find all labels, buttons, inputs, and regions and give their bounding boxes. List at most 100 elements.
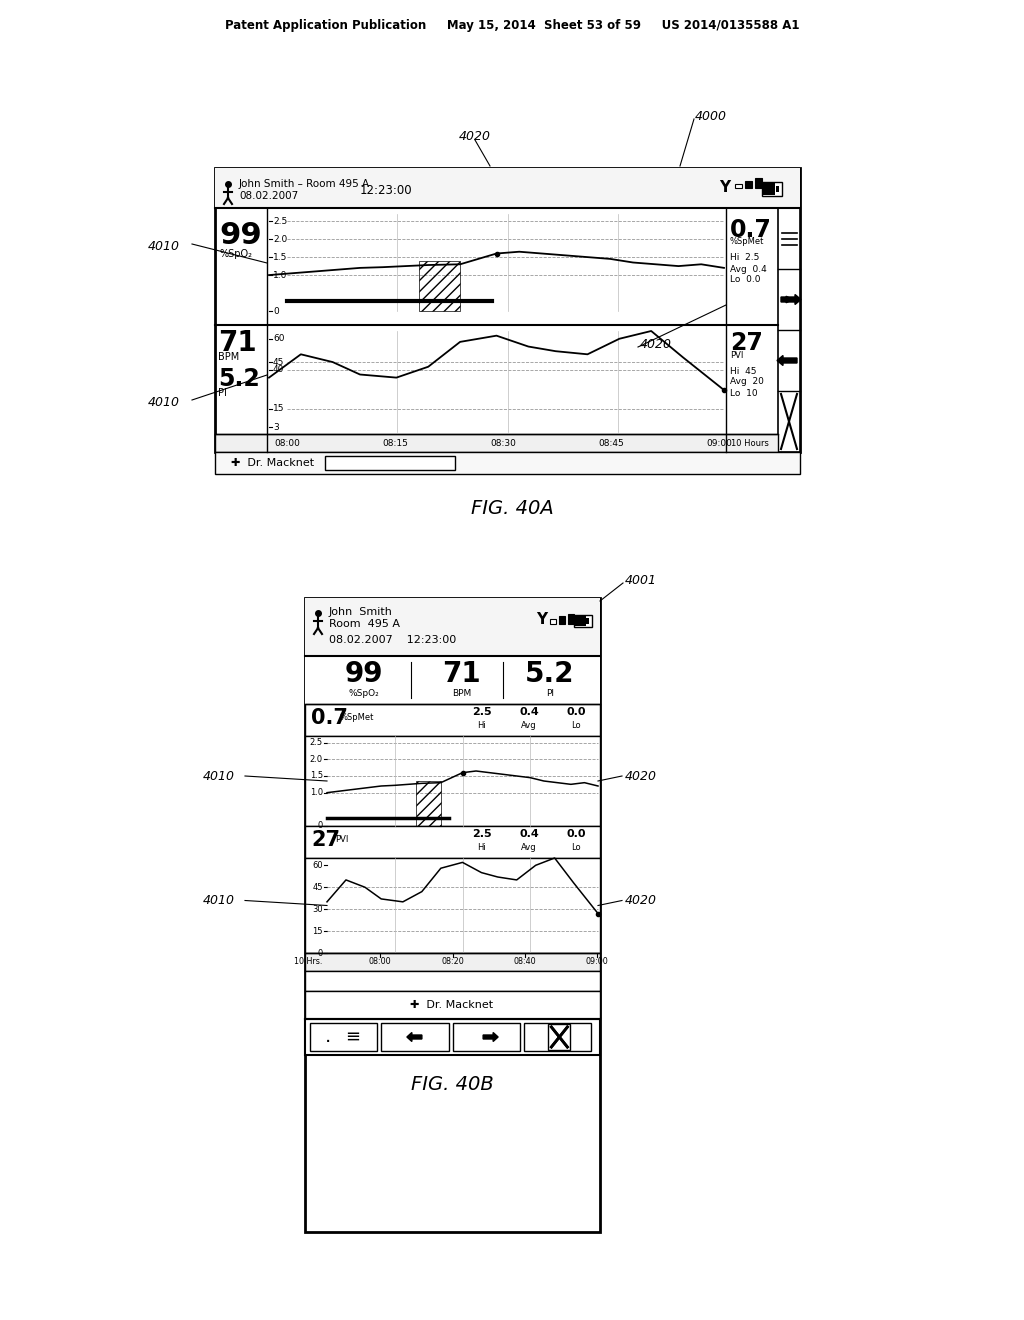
- Text: 08:20: 08:20: [441, 957, 464, 966]
- Text: BPM: BPM: [218, 352, 240, 362]
- Text: 08:15: 08:15: [382, 438, 408, 447]
- Bar: [417, 781, 440, 826]
- FancyArrow shape: [407, 1032, 422, 1041]
- Text: 1.0: 1.0: [273, 271, 288, 280]
- Bar: [762, 182, 782, 195]
- Bar: [523, 1023, 591, 1051]
- Text: 45: 45: [273, 358, 285, 367]
- Bar: [745, 181, 752, 187]
- FancyArrow shape: [777, 355, 797, 366]
- Text: 71: 71: [218, 329, 257, 356]
- Text: Lo  0.0: Lo 0.0: [730, 276, 761, 285]
- Text: 4010: 4010: [203, 894, 234, 907]
- Text: %SpMet: %SpMet: [730, 238, 764, 247]
- Bar: [310, 1023, 377, 1051]
- Text: 0: 0: [317, 821, 323, 830]
- Bar: [763, 183, 775, 195]
- Text: 08.02.2007    12:23:00: 08.02.2007 12:23:00: [329, 635, 457, 645]
- Text: Avg  20: Avg 20: [730, 378, 764, 387]
- Text: John  Smith: John Smith: [329, 607, 393, 616]
- Bar: [305, 598, 600, 1232]
- Text: 08:00: 08:00: [274, 438, 300, 447]
- Text: 4000: 4000: [695, 110, 727, 123]
- Bar: [305, 656, 600, 704]
- Text: Y: Y: [537, 612, 548, 627]
- Bar: [574, 615, 592, 627]
- Text: 4010: 4010: [203, 770, 234, 783]
- Text: Hi  45: Hi 45: [730, 367, 757, 375]
- Text: 4020: 4020: [459, 129, 490, 143]
- Text: 0.0: 0.0: [566, 829, 586, 840]
- Bar: [735, 183, 742, 187]
- Text: 15: 15: [312, 927, 323, 936]
- Text: PVI: PVI: [335, 836, 348, 845]
- Text: 4010: 4010: [148, 239, 180, 252]
- Bar: [755, 178, 762, 187]
- Bar: [215, 168, 800, 209]
- Text: Hi  2.5: Hi 2.5: [730, 253, 760, 263]
- Text: 0: 0: [273, 306, 279, 315]
- Text: Y: Y: [720, 181, 730, 195]
- Bar: [549, 1024, 570, 1049]
- Text: 0.7: 0.7: [730, 218, 772, 242]
- Text: Room  495 A: Room 495 A: [329, 619, 400, 630]
- Text: 4020: 4020: [625, 770, 657, 783]
- Text: 4010: 4010: [148, 396, 180, 408]
- Text: ≡: ≡: [345, 1028, 360, 1045]
- Text: 4020: 4020: [640, 338, 672, 351]
- Text: 2.5: 2.5: [310, 738, 323, 747]
- Text: Hi: Hi: [477, 843, 486, 853]
- Text: 0.4: 0.4: [519, 829, 539, 840]
- Text: 0.4: 0.4: [519, 708, 539, 717]
- Text: 0.0: 0.0: [566, 708, 586, 717]
- Text: Lo  10: Lo 10: [730, 388, 758, 397]
- Text: FIG. 40B: FIG. 40B: [411, 1076, 494, 1094]
- FancyArrow shape: [781, 294, 801, 305]
- Text: 60: 60: [312, 861, 323, 870]
- Bar: [778, 209, 800, 451]
- Text: 1.5: 1.5: [310, 771, 323, 780]
- Text: Avg: Avg: [521, 843, 537, 853]
- Text: 2.0: 2.0: [273, 235, 288, 244]
- Text: BPM: BPM: [452, 689, 471, 697]
- Text: 08.02.2007: 08.02.2007: [239, 191, 298, 201]
- Text: 5.2: 5.2: [218, 367, 260, 391]
- Bar: [305, 1019, 600, 1055]
- Text: 10 Hrs.: 10 Hrs.: [294, 957, 323, 966]
- Text: 15: 15: [273, 404, 285, 413]
- Text: 30: 30: [312, 904, 323, 913]
- Bar: [215, 168, 800, 451]
- Text: 0.7: 0.7: [311, 708, 348, 729]
- Bar: [325, 455, 455, 470]
- Text: 08:30: 08:30: [490, 438, 516, 447]
- Bar: [305, 991, 600, 1019]
- Text: 09:00: 09:00: [707, 438, 732, 447]
- Text: 08:00: 08:00: [369, 957, 391, 966]
- Text: 08:40: 08:40: [513, 957, 536, 966]
- Bar: [305, 858, 600, 953]
- Text: ✚  Dr. Macknet: ✚ Dr. Macknet: [411, 1001, 494, 1010]
- Text: 4001: 4001: [625, 573, 657, 586]
- Bar: [419, 260, 460, 312]
- Text: 2.0: 2.0: [310, 755, 323, 764]
- Bar: [215, 434, 778, 451]
- Text: 99: 99: [219, 222, 262, 251]
- Bar: [305, 737, 600, 826]
- Text: PI: PI: [546, 689, 554, 697]
- Text: Hi: Hi: [477, 722, 486, 730]
- Text: ✚  Dr. Macknet: ✚ Dr. Macknet: [231, 458, 314, 469]
- Bar: [568, 614, 574, 624]
- Text: PVI: PVI: [730, 351, 743, 359]
- Text: 4020: 4020: [625, 894, 657, 907]
- Text: FIG. 40A: FIG. 40A: [471, 499, 553, 519]
- Text: 10 Hours: 10 Hours: [731, 438, 769, 447]
- Bar: [305, 972, 600, 991]
- Text: Patent Application Publication     May 15, 2014  Sheet 53 of 59     US 2014/0135: Patent Application Publication May 15, 2…: [224, 18, 800, 32]
- Text: 71: 71: [442, 660, 480, 688]
- Text: 40: 40: [273, 366, 285, 375]
- Bar: [381, 1023, 449, 1051]
- Bar: [575, 616, 586, 626]
- Text: 08:45: 08:45: [598, 438, 624, 447]
- Bar: [305, 953, 600, 972]
- Bar: [305, 826, 600, 858]
